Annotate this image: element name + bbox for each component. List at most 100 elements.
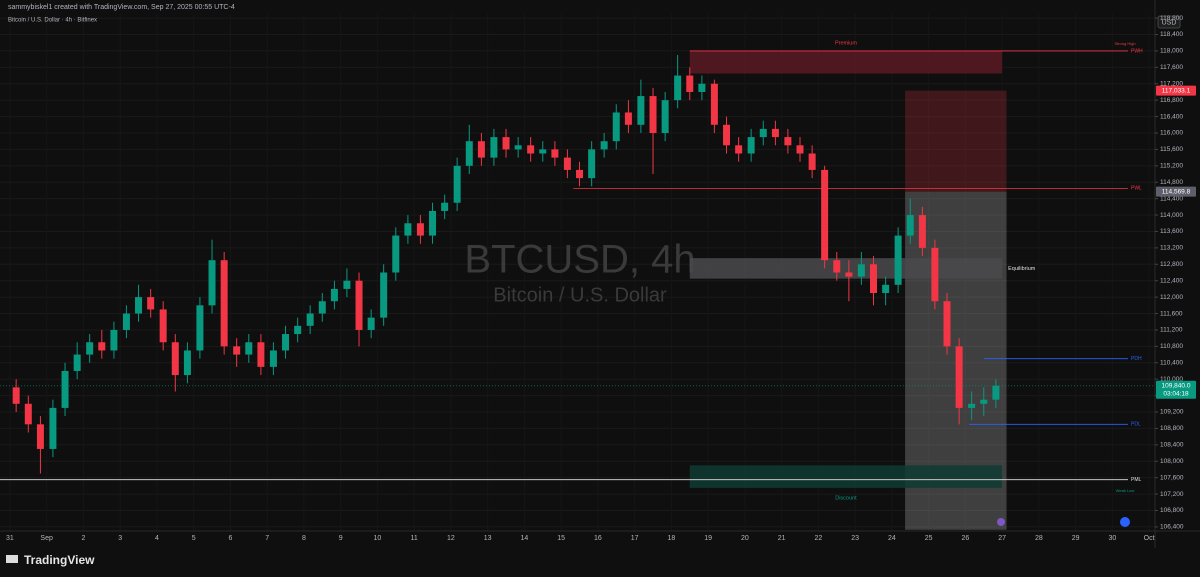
- currency[interactable]: USD: [1162, 19, 1177, 26]
- y-tick-label: 118,800: [1160, 15, 1183, 22]
- candle-body: [86, 342, 94, 355]
- level-label: PWL: [1131, 186, 1142, 192]
- candle-body: [330, 288, 338, 302]
- candle-body: [980, 399, 988, 404]
- candle-body: [624, 112, 632, 125]
- x-tick-label: 29: [1072, 535, 1080, 542]
- y-tick-label: 113,600: [1160, 228, 1183, 235]
- price-badge-label: 114,569.8: [1162, 188, 1191, 195]
- zone: [689, 258, 1003, 279]
- y-tick-label: 116,800: [1160, 97, 1183, 104]
- candle-body: [882, 284, 890, 294]
- candle-body: [563, 157, 571, 170]
- candle-body: [159, 309, 167, 343]
- x-tick-label: 3: [118, 535, 122, 542]
- y-tick-label: 108,800: [1160, 425, 1184, 432]
- y-tick-label: 108,000: [1160, 458, 1184, 465]
- currency-box[interactable]: [1157, 15, 1181, 29]
- candle-body: [710, 83, 718, 125]
- candle-body: [73, 354, 81, 371]
- candle-body: [233, 346, 241, 355]
- y-tick-label: 114,000: [1160, 212, 1183, 219]
- candle-body: [771, 128, 779, 138]
- x-tick-label: 25: [925, 535, 933, 542]
- candle-body: [171, 342, 179, 376]
- y-tick-label: 111,600: [1160, 310, 1183, 317]
- candle-body: [588, 149, 596, 179]
- icon[interactable]: [997, 518, 1005, 526]
- candle-body: [637, 96, 645, 125]
- x-tick-label: 6: [228, 535, 232, 542]
- price-badge: [1156, 186, 1196, 197]
- candle-body: [416, 223, 424, 236]
- y-tick-label: 114,800: [1160, 179, 1183, 186]
- y-tick-label: 108,400: [1160, 442, 1184, 449]
- candle-body: [992, 385, 1000, 400]
- x-tick-label: 4: [155, 535, 159, 542]
- candle-body: [49, 407, 57, 449]
- y-tick-label: 117,600: [1160, 64, 1183, 71]
- candle-body: [612, 112, 620, 142]
- candle-body: [12, 387, 20, 404]
- candle-body: [392, 235, 400, 273]
- stop-zone: [905, 90, 1007, 192]
- y-tick-label: 107,200: [1160, 491, 1184, 498]
- x-tick-label: 24: [888, 535, 896, 542]
- candle-body: [906, 215, 914, 236]
- candle-body: [796, 145, 804, 154]
- icon[interactable]: [1120, 517, 1130, 527]
- y-tick-label: 118,400: [1160, 31, 1183, 38]
- candle-body: [502, 137, 510, 150]
- brand: TradingView: [24, 553, 95, 567]
- zone: [689, 465, 1003, 488]
- candle-body: [514, 145, 522, 150]
- candle-body: [490, 137, 498, 158]
- y-tick-label: 115,600: [1160, 146, 1183, 153]
- x-tick-label: 8: [302, 535, 306, 542]
- y-tick-label: 106,400: [1160, 524, 1184, 531]
- y-tick-label: 113,200: [1160, 245, 1183, 252]
- candle-body: [282, 334, 290, 351]
- candle-body: [257, 342, 265, 367]
- candle-body: [968, 403, 976, 408]
- candle-body: [465, 141, 473, 166]
- candle-body: [318, 301, 326, 314]
- y-tick-label: 112,400: [1160, 277, 1183, 284]
- candle-body: [135, 297, 143, 314]
- x-tick-label: 18: [667, 535, 675, 542]
- candle-body: [110, 329, 118, 351]
- y-tick-label: 112,800: [1160, 261, 1183, 268]
- x-tick-label: 22: [814, 535, 822, 542]
- x-tick-label: 26: [961, 535, 969, 542]
- level-label: PML: [1131, 477, 1142, 483]
- candle-body: [759, 128, 767, 138]
- x-tick-label: 20: [741, 535, 749, 542]
- y-tick-label: 114,400: [1160, 195, 1183, 202]
- candle-body: [527, 145, 535, 154]
- x-tick-label: 5: [192, 535, 196, 542]
- x-tick-label: 28: [1035, 535, 1043, 542]
- candle-body: [122, 313, 130, 330]
- x-tick-label: 30: [1108, 535, 1116, 542]
- candle-body: [343, 280, 351, 289]
- x-tick-label: 15: [557, 535, 565, 542]
- candle-body: [539, 149, 547, 154]
- level-note: Strong High: [1114, 41, 1135, 46]
- y-tick-label: 116,400: [1160, 113, 1183, 120]
- candle-body: [245, 342, 253, 355]
- countdown: 03:04:18: [1163, 390, 1189, 397]
- x-tick-label: Sep: [40, 535, 53, 542]
- candle-body: [955, 346, 963, 408]
- symbol-line: Bitcoin / U.S. Dollar · 4h · Bitfinex: [8, 18, 97, 24]
- candle-body: [477, 141, 485, 158]
- candle-body: [404, 223, 412, 236]
- candle-body: [441, 202, 449, 211]
- candle-body: [208, 260, 216, 306]
- candle-body: [931, 247, 939, 302]
- level-note: Weak Low: [1116, 488, 1135, 493]
- candle-body: [723, 124, 731, 146]
- y-tick-label: 118,000: [1160, 48, 1183, 55]
- candle-body: [674, 75, 682, 101]
